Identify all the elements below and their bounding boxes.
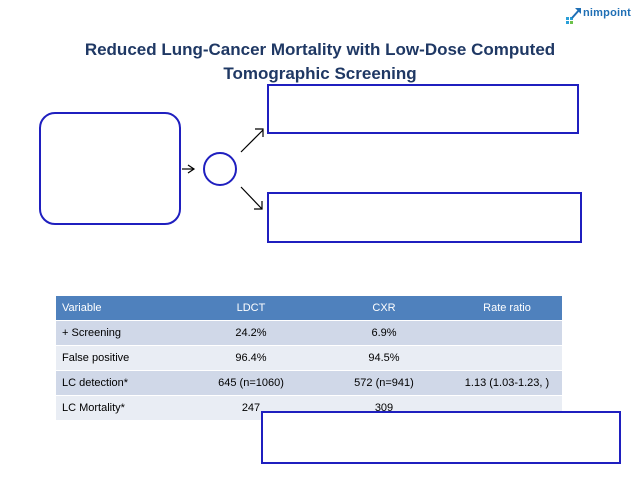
cxr-arm-box: [267, 192, 582, 243]
logo-text: nimpoint: [583, 7, 632, 19]
cell-ldct: 247: [186, 395, 316, 420]
footer-box: [261, 411, 621, 464]
cell-cxr: 572 (n=941): [316, 370, 452, 396]
arrow-to-bottom-box: [240, 186, 263, 210]
table-row: + Screening 24.2% 6.9%: [56, 320, 562, 346]
header-rate-ratio: Rate ratio: [452, 296, 562, 321]
table-header-row: Variable LDCT CXR Rate ratio: [56, 296, 562, 321]
header-cxr: CXR: [316, 296, 452, 321]
arrow-to-circle: [182, 164, 196, 174]
cell-variable: LC detection*: [56, 370, 186, 396]
cell-cxr: 6.9%: [316, 320, 452, 346]
arrow-to-top-box: [240, 128, 264, 153]
cell-ldct: 645 (n=1060): [186, 370, 316, 396]
cell-variable: False positive: [56, 345, 186, 371]
ldct-arm-box: [267, 84, 579, 134]
cell-ldct: 96.4%: [186, 345, 316, 371]
results-table: Variable LDCT CXR Rate ratio + Screening…: [56, 296, 562, 420]
cell-ldct: 24.2%: [186, 320, 316, 346]
arrow-cross-icon: [566, 8, 581, 24]
header-variable: Variable: [56, 296, 186, 321]
cell-rate-ratio: [452, 345, 562, 371]
cell-variable: LC Mortality*: [56, 395, 186, 420]
cell-cxr: 94.5%: [316, 345, 452, 371]
population-box: [39, 112, 181, 225]
nimpoint-logo: nimpoint: [563, 6, 635, 32]
cell-variable: + Screening: [56, 320, 186, 346]
slide-title: Reduced Lung-Cancer Mortality with Low-D…: [40, 38, 600, 86]
cell-rate-ratio: [452, 320, 562, 346]
title-line-1: Reduced Lung-Cancer Mortality with Low-D…: [84, 40, 556, 59]
table-row: False positive 96.4% 94.5%: [56, 345, 562, 371]
title-line-2: Tomographic Screening: [223, 64, 417, 83]
randomization-circle: [203, 152, 237, 186]
cell-rate-ratio: 1.13 (1.03-1.23, ): [452, 370, 562, 396]
table-row: LC detection* 645 (n=1060) 572 (n=941) 1…: [56, 370, 562, 396]
header-ldct: LDCT: [186, 296, 316, 321]
